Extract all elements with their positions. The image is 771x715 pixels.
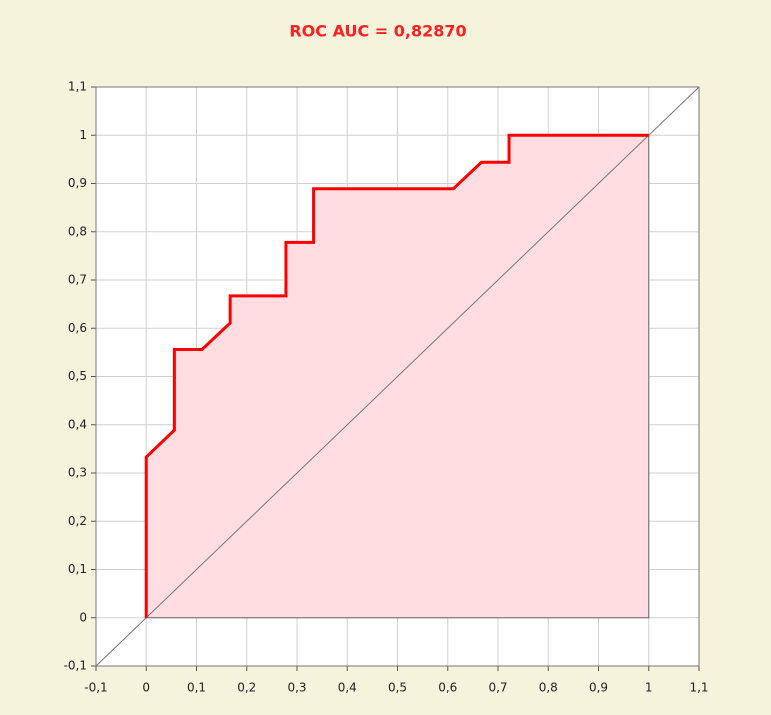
y-tick-label: -0,1: [64, 659, 87, 673]
x-tick-label: 0,1: [187, 681, 206, 695]
x-tick-label: 0,9: [589, 681, 608, 695]
x-tick-label: 0,5: [388, 681, 407, 695]
y-tick-label: 0,7: [68, 273, 87, 287]
y-tick-label: 0,9: [68, 176, 87, 190]
y-tick-label: 0,1: [68, 562, 87, 576]
x-tick-label: 0,7: [488, 681, 507, 695]
roc-line: [144, 133, 649, 618]
x-tick-label: 0,4: [338, 681, 357, 695]
y-tick-label: 0,5: [68, 369, 87, 383]
plot-border: [95, 86, 700, 667]
y-tick-label: 0,4: [68, 417, 87, 431]
x-tick-label: 0,8: [539, 681, 558, 695]
y-tick-label: 0,3: [68, 466, 87, 480]
x-tick-label: -0,1: [84, 681, 107, 695]
y-tick-label: 0,2: [68, 514, 87, 528]
x-tick-label: 0,3: [287, 681, 306, 695]
y-tick-label: 1: [79, 128, 87, 142]
y-tick-label: 0,8: [68, 224, 87, 238]
x-tick-label: 0,2: [237, 681, 256, 695]
x-tick-label: 1: [645, 681, 653, 695]
chart-title: ROC AUC = 0,82870: [289, 22, 466, 41]
diagonal-line: [95, 86, 700, 667]
x-tick-label: 0,6: [438, 681, 457, 695]
y-tick-label: 0,6: [68, 321, 87, 335]
x-tick-label: 0: [142, 681, 150, 695]
x-tick-label: 1,1: [689, 681, 708, 695]
y-tick-label: 1,1: [68, 80, 87, 94]
y-tick-label: 0: [79, 610, 87, 624]
